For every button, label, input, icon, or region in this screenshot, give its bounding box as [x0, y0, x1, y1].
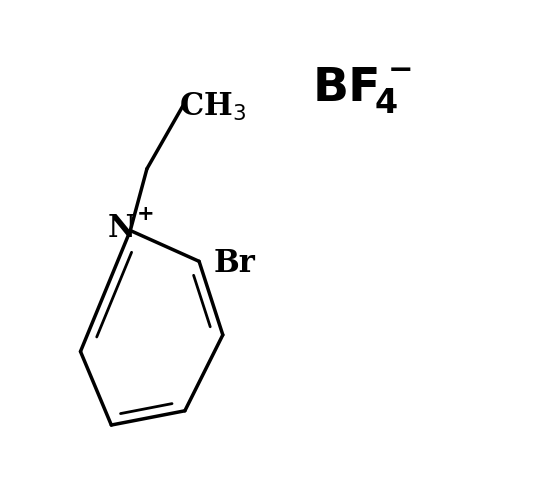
Text: CH$_3$: CH$_3$	[179, 91, 246, 123]
Text: 4: 4	[375, 87, 398, 120]
Text: Br: Br	[214, 248, 256, 279]
Text: BF: BF	[313, 66, 382, 111]
Text: −: −	[388, 56, 414, 84]
Text: +: +	[136, 204, 155, 224]
Text: N: N	[108, 213, 136, 244]
